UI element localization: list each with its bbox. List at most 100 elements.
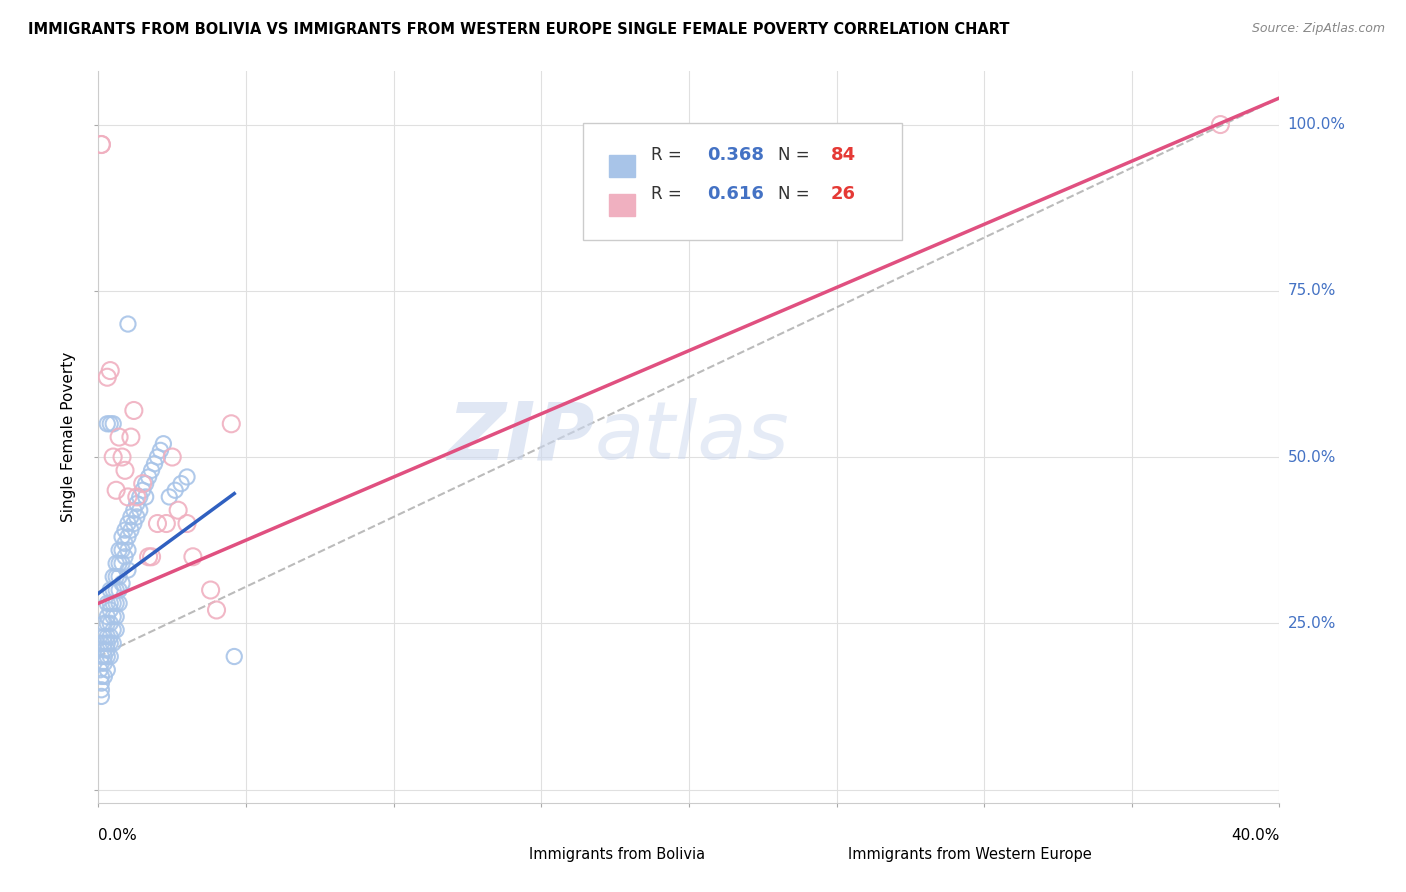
Point [224, 649, 246, 664]
Text: 50.0%: 50.0% [1288, 450, 1336, 465]
Point [93, 616, 115, 631]
Point [120, 523, 142, 537]
Text: 25.0%: 25.0% [1288, 615, 1336, 631]
Point [96, 370, 118, 384]
Point [138, 470, 160, 484]
FancyBboxPatch shape [488, 846, 517, 863]
Text: 40.0%: 40.0% [1232, 828, 1279, 843]
Point [117, 530, 139, 544]
Point [108, 430, 131, 444]
Point [135, 490, 157, 504]
Text: Immigrants from Western Europe: Immigrants from Western Europe [848, 847, 1092, 862]
Text: N =: N = [778, 146, 814, 164]
Point [111, 530, 134, 544]
Point [90, 137, 112, 152]
Point [114, 549, 136, 564]
Point [96, 609, 118, 624]
Text: atlas: atlas [595, 398, 789, 476]
Y-axis label: Single Female Poverty: Single Female Poverty [60, 352, 76, 522]
Point [170, 476, 193, 491]
Point [98, 636, 121, 650]
Point [181, 549, 204, 564]
Point [105, 596, 128, 610]
Point [108, 596, 131, 610]
Point [96, 636, 118, 650]
Text: Source: ZipAtlas.com: Source: ZipAtlas.com [1251, 22, 1385, 36]
Point [128, 490, 150, 504]
FancyBboxPatch shape [807, 846, 837, 863]
Text: Immigrants from Bolivia: Immigrants from Bolivia [530, 847, 706, 862]
Point [114, 523, 136, 537]
Point [146, 516, 169, 531]
Point [103, 582, 125, 597]
Point [90, 656, 112, 670]
Point [120, 509, 142, 524]
Point [176, 470, 198, 484]
Point [117, 490, 139, 504]
Point [138, 549, 160, 564]
Point [93, 649, 115, 664]
Text: 0.0%: 0.0% [98, 828, 138, 843]
Point [103, 450, 125, 464]
Point [108, 557, 131, 571]
Point [103, 596, 125, 610]
Point [132, 476, 155, 491]
Point [98, 649, 121, 664]
Point [176, 516, 198, 531]
Point [103, 636, 125, 650]
Point [111, 450, 134, 464]
Point [93, 636, 115, 650]
Point [93, 643, 115, 657]
Point [128, 503, 150, 517]
Point [219, 417, 242, 431]
Point [132, 483, 155, 498]
Point [149, 443, 172, 458]
Point [90, 137, 112, 152]
Point [125, 509, 148, 524]
Point [165, 483, 187, 498]
Point [98, 417, 121, 431]
Point [96, 643, 118, 657]
Point [108, 582, 131, 597]
Point [105, 623, 128, 637]
Point [103, 609, 125, 624]
Point [105, 557, 128, 571]
Point [122, 503, 145, 517]
Point [146, 450, 169, 464]
Point [205, 603, 228, 617]
Point [89, 663, 111, 677]
Point [105, 483, 128, 498]
Point [105, 570, 128, 584]
Text: IMMIGRANTS FROM BOLIVIA VS IMMIGRANTS FROM WESTERN EUROPE SINGLE FEMALE POVERTY : IMMIGRANTS FROM BOLIVIA VS IMMIGRANTS FR… [28, 22, 1010, 37]
Point [90, 690, 112, 704]
Point [90, 649, 112, 664]
Point [90, 669, 112, 683]
Point [1209, 118, 1232, 132]
Point [103, 623, 125, 637]
Point [111, 576, 134, 591]
Text: ZIP: ZIP [447, 398, 595, 476]
Text: 84: 84 [831, 146, 856, 164]
Point [155, 516, 177, 531]
Point [120, 430, 142, 444]
Text: 0.616: 0.616 [707, 186, 763, 203]
Point [111, 543, 134, 558]
Point [96, 663, 118, 677]
Point [90, 682, 112, 697]
Point [122, 516, 145, 531]
FancyBboxPatch shape [609, 194, 634, 216]
Point [167, 503, 190, 517]
Point [90, 676, 112, 690]
Point [141, 549, 163, 564]
Point [96, 616, 118, 631]
Point [125, 490, 148, 504]
Text: R =: R = [651, 146, 688, 164]
Point [117, 543, 139, 558]
Point [114, 463, 136, 477]
Point [108, 570, 131, 584]
Point [157, 490, 180, 504]
Point [105, 582, 128, 597]
Point [103, 570, 125, 584]
Point [98, 596, 121, 610]
Point [108, 543, 131, 558]
